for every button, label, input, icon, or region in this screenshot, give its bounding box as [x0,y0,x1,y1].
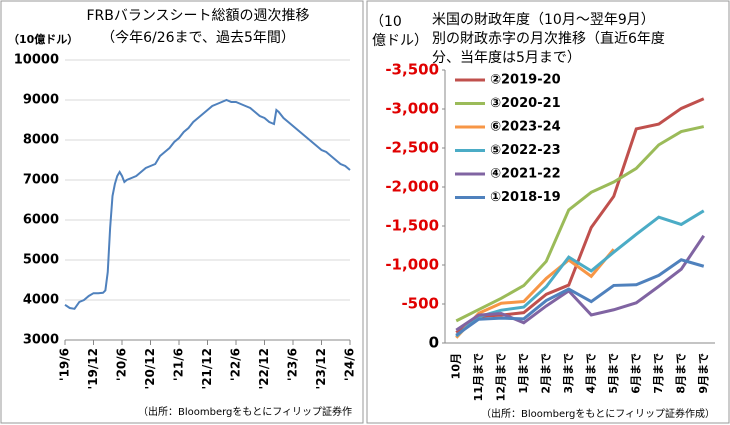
x-tick-label: 8月まで [674,353,687,394]
x-tick-label: '19/12 [86,348,100,389]
x-tick-label: '24/6 [343,348,357,381]
x-tick-label: 3月まで [562,353,575,394]
y-tick-label: 8000 [23,133,59,148]
label-line: 億ドル） [372,33,428,49]
x-tick-label: '21/6 [172,348,186,381]
x-tick-label: '23/12 [314,348,328,389]
source-note: （出所：Bloombergをもとにフィリップ証券作 [138,405,352,418]
x-tick-label: 5月まで [607,353,620,394]
y-tick-label: 9000 [23,93,59,108]
x-tick-label: 4月まで [584,353,597,394]
legend-label: ⑥2023-24 [490,120,561,135]
x-tick-label: '22/12 [257,348,271,389]
y-tick-label: -3,500 [385,61,439,79]
title-line: 別の財政赤字の月次推移（直近6年度 [432,30,665,47]
legend-label: ①2018-19 [490,190,561,205]
y-tick-label: -500 [401,295,439,313]
line-series [455,209,705,338]
x-tick-label: 6月まで [629,353,642,394]
title-line: 米国の財政年度（10月～翌年9月） [432,12,655,28]
x-tick-label: '20/12 [143,348,157,389]
x-tick-label: 1月まで [517,353,530,394]
line-series [455,248,615,339]
legend-label: ②2019-20 [490,73,561,88]
right-frame [366,0,730,424]
y-tick-label: 4000 [23,293,59,308]
line-series [64,98,351,310]
line-series [455,125,705,323]
legend-label: ③2020-21 [490,96,561,111]
line-series [455,234,705,332]
x-tick-label: 7月まで [652,353,665,394]
x-tick-label: 11月まで [472,353,485,401]
title-line: 分、当年度は5月まで） [432,50,581,66]
label-line: （10 [370,14,402,30]
x-tick-label: 10月 [449,353,462,379]
line-series [455,258,705,337]
y-tick-label: -3,000 [385,100,439,118]
x-tick-label: '23/6 [286,348,300,381]
x-tick-label: '19/6 [58,348,72,381]
x-tick-label: 12月まで [494,353,507,401]
x-tick-label: '20/6 [115,348,129,381]
y-tick-label: -1,500 [385,217,439,235]
y-tick-label: -2,000 [385,178,439,196]
y-tick-label: -1,000 [385,256,439,274]
chart-title: 米国の財政年度（10月～翌年9月） 別の財政赤字の月次推移（直近6年度分、当年度は… [432,12,665,66]
left-frame [0,0,364,424]
x-tick-label: 2月まで [539,353,552,394]
line-series [455,97,705,334]
y-tick-label: 7000 [23,173,59,188]
y-tick-label: -2,500 [385,139,439,157]
y-tick-label: 6000 [23,213,59,228]
chart-subtitle: （今年6/26まで、過去5年間） [101,30,295,46]
x-tick-label: '21/12 [200,348,214,389]
y-tick-label: 3000 [23,333,59,348]
y-axis-label: （10 億ドル） [370,14,428,49]
x-tick-label: '22/6 [229,348,243,381]
y-axis-label: （10億ドル） [8,32,78,46]
y-tick-label: 10000 [14,53,59,68]
chart-title: FRBバランスシート総額の週次推移 [86,8,309,24]
y-tick-label: 0 [429,334,439,352]
x-tick-label: 9月まで [697,353,710,394]
source-note: （出所：Bloombergをもとにフィリップ証券作成） [481,407,715,420]
y-tick-label: 5000 [23,253,59,268]
legend-label: ④2021-22 [490,167,561,182]
legend-label: ⑤2022-23 [490,143,561,158]
